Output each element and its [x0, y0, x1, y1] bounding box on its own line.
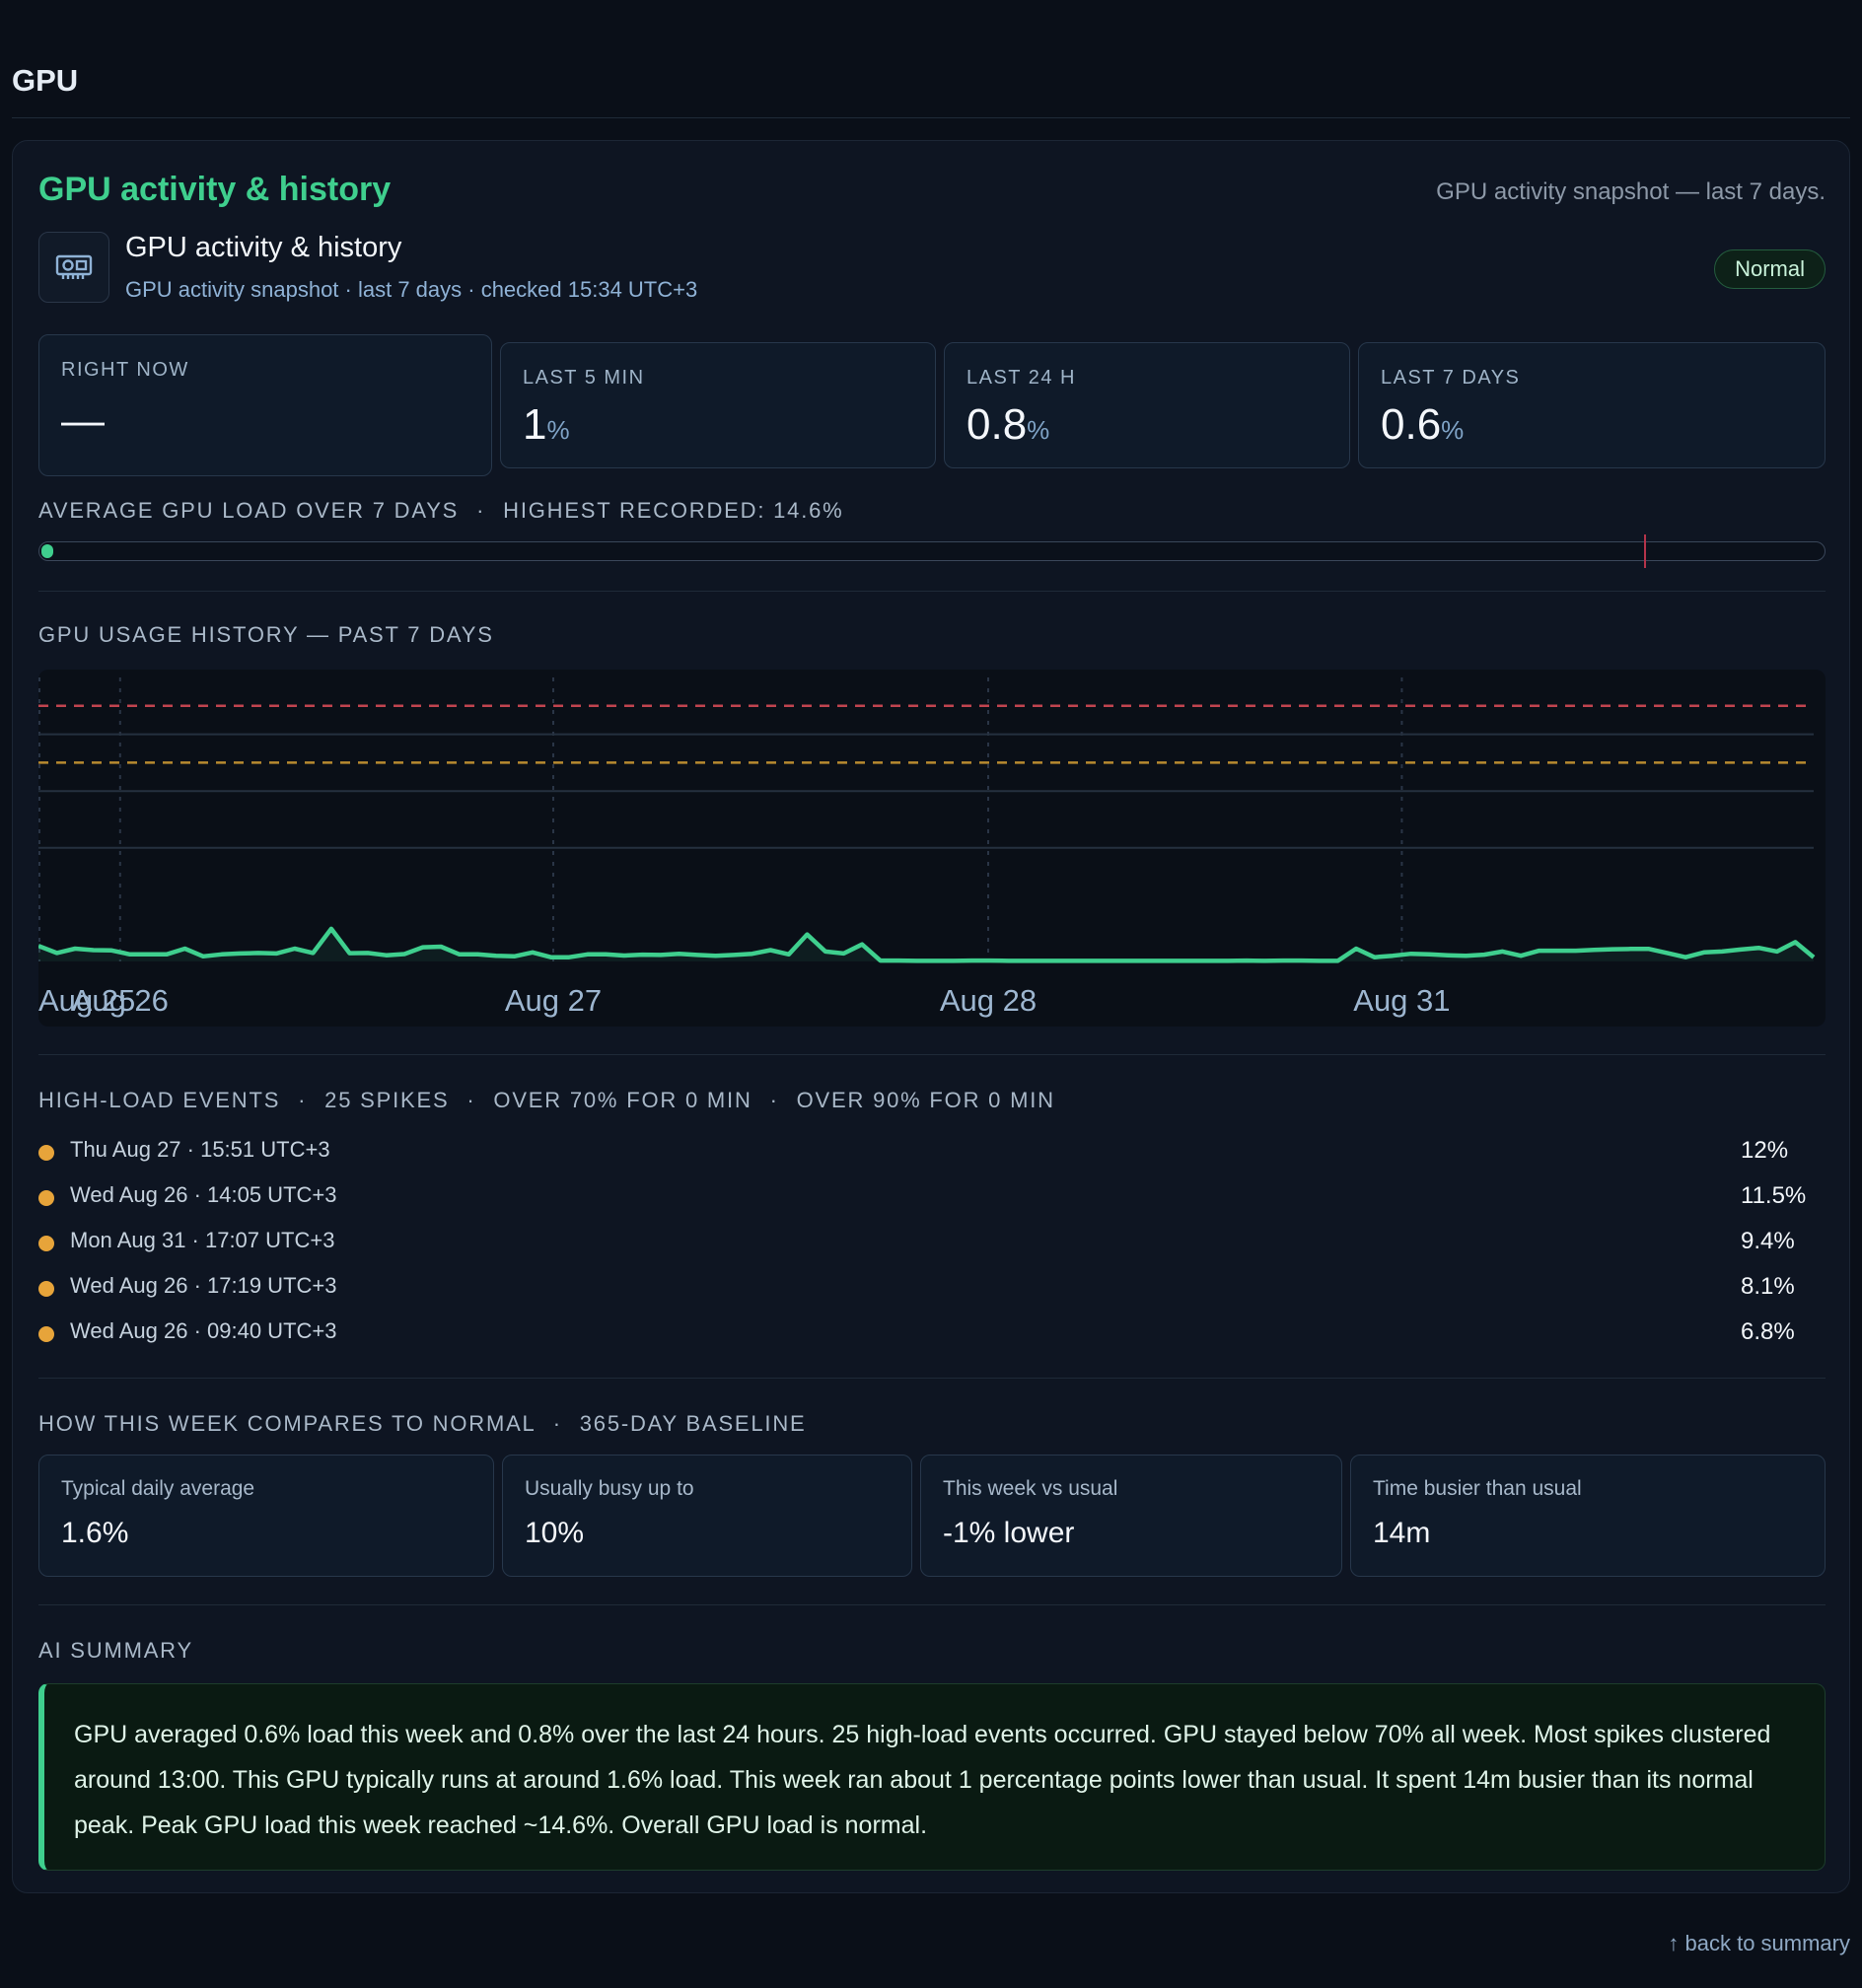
stat-value: 0.6% — [1381, 400, 1465, 449]
event-time: Thu Aug 27 · 15:51 UTC+3 — [70, 1137, 330, 1162]
compare-busy-up-to: Usually busy up to 10% — [502, 1455, 912, 1577]
event-value: 11.5% — [1741, 1182, 1807, 1209]
divider — [38, 1054, 1826, 1055]
stat-label: LAST 5 MIN — [523, 367, 645, 389]
card-subtitle: GPU activity snapshot — last 7 days. — [1436, 178, 1826, 205]
series-area — [38, 928, 1814, 961]
event-row: Thu Aug 27 · 15:51 UTC+3 12% — [38, 1131, 1826, 1171]
stat-right-now: RIGHT NOW — — [38, 334, 492, 476]
event-value: 9.4% — [1741, 1228, 1795, 1254]
event-time: Mon Aug 31 · 17:07 UTC+3 — [70, 1228, 335, 1252]
compare-time-busier: Time busier than usual 14m — [1350, 1455, 1826, 1577]
stat-value: — — [61, 396, 105, 445]
back-to-summary-link[interactable]: ↑ back to summary — [1668, 1931, 1850, 1955]
compare-label: Time busier than usual — [1373, 1477, 1582, 1500]
event-time: Wed Aug 26 · 09:40 UTC+3 — [70, 1318, 337, 1343]
compare-week-vs-usual: This week vs usual -1% lower — [920, 1455, 1342, 1577]
card-heading: GPU activity & history — [38, 171, 392, 208]
high-load-events-header: HIGH-LOAD EVENTS · 25 SPIKES · OVER 70% … — [38, 1088, 1055, 1112]
event-time: Wed Aug 26 · 17:19 UTC+3 — [70, 1273, 337, 1298]
page-title: GPU — [12, 63, 79, 98]
usage-history-chart: Aug 25 Aug 26 Aug 27 Aug 28 Aug 31 — [37, 670, 1826, 1027]
compare-typical-average: Typical daily average 1.6% — [38, 1455, 494, 1577]
x-tick-label: Aug 27 — [505, 983, 602, 1018]
highest-recorded-marker — [1644, 534, 1647, 568]
compare-header: HOW THIS WEEK COMPARES TO NORMAL · 365-D… — [38, 1411, 807, 1436]
stat-value: 0.8% — [967, 400, 1050, 449]
stat-label: RIGHT NOW — [61, 359, 189, 381]
average-load-bar — [38, 534, 1826, 568]
event-row: Wed Aug 26 · 09:40 UTC+3 6.8% — [38, 1313, 1826, 1352]
event-dot-icon — [38, 1281, 54, 1297]
event-row: Wed Aug 26 · 17:19 UTC+3 8.1% — [38, 1267, 1826, 1307]
spike-count: 25 SPIKES — [324, 1088, 450, 1112]
ai-summary-label: AI SUMMARY — [38, 1638, 193, 1663]
compare-label: This week vs usual — [943, 1477, 1118, 1500]
x-tick-label: Aug 26 — [72, 983, 169, 1018]
stat-last-7-days: LAST 7 DAYS 0.6% — [1358, 342, 1826, 468]
stat-last-24-h: LAST 24 H 0.8% — [944, 342, 1350, 468]
compare-value: 10% — [525, 1517, 585, 1549]
x-tick-label: Aug 28 — [940, 983, 1037, 1018]
event-dot-icon — [38, 1326, 54, 1342]
event-row: Mon Aug 31 · 17:07 UTC+3 9.4% — [38, 1222, 1826, 1261]
title-divider — [12, 117, 1850, 118]
stat-value: 1% — [523, 400, 570, 449]
event-time: Wed Aug 26 · 14:05 UTC+3 — [70, 1182, 337, 1207]
history-label: GPU USAGE HISTORY — PAST 7 DAYS — [38, 622, 494, 647]
event-dot-icon — [38, 1145, 54, 1161]
section-title: GPU activity & history — [125, 232, 402, 263]
compare-value: 14m — [1373, 1517, 1431, 1549]
divider — [38, 1604, 1826, 1605]
divider — [38, 591, 1826, 592]
stat-label: LAST 7 DAYS — [1381, 367, 1521, 389]
stat-last-5-min: LAST 5 MIN 1% — [500, 342, 936, 468]
gpu-card-icon — [38, 232, 109, 303]
over-70-duration: OVER 70% FOR 0 MIN — [493, 1088, 752, 1112]
series-line — [37, 926, 1816, 963]
stat-label: LAST 24 H — [967, 367, 1076, 389]
event-row: Wed Aug 26 · 14:05 UTC+3 11.5% — [38, 1176, 1826, 1216]
event-value: 6.8% — [1741, 1318, 1795, 1345]
event-value: 12% — [1741, 1137, 1789, 1164]
compare-value: 1.6% — [61, 1517, 129, 1549]
compare-label: Usually busy up to — [525, 1477, 694, 1500]
status-badge: Normal — [1714, 249, 1826, 289]
compare-label: Typical daily average — [61, 1477, 255, 1500]
average-load-label: AVERAGE GPU LOAD OVER 7 DAYS · HIGHEST R… — [38, 498, 844, 523]
event-dot-icon — [38, 1236, 54, 1251]
average-load-fill — [41, 544, 53, 558]
snapshot-meta: GPU activity snapshot · last 7 days · ch… — [125, 277, 698, 302]
ai-summary-text: GPU averaged 0.6% load this week and 0.8… — [38, 1683, 1826, 1871]
event-dot-icon — [38, 1190, 54, 1206]
x-tick-label: Aug 25 — [38, 983, 135, 1018]
event-value: 8.1% — [1741, 1273, 1795, 1300]
gpu-activity-card: GPU activity & history GPU activity snap… — [12, 140, 1850, 1893]
over-90-duration: OVER 90% FOR 0 MIN — [796, 1088, 1055, 1112]
compare-value: -1% lower — [943, 1517, 1075, 1549]
divider — [38, 1378, 1826, 1379]
baseline-label: 365-DAY BASELINE — [579, 1411, 807, 1436]
highest-recorded-label: HIGHEST RECORDED: 14.6% — [503, 498, 844, 523]
x-tick-label: Aug 31 — [1353, 983, 1450, 1018]
